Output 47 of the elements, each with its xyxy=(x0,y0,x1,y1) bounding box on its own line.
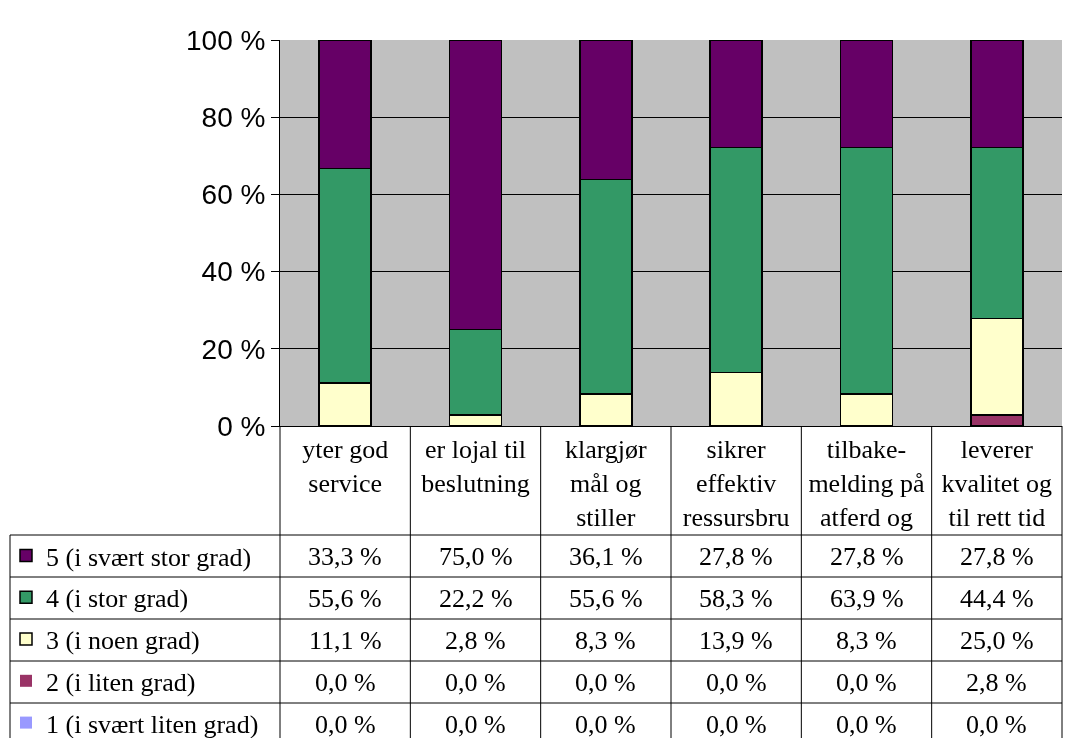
data-label: 0,0 % xyxy=(575,710,636,738)
data-label: 33,3 % xyxy=(308,542,382,571)
legend-label: 5 (i svært stor grad) xyxy=(46,542,252,572)
x-tick-label: er lojal til beslutning xyxy=(421,435,530,498)
data-label: 44,4 % xyxy=(960,584,1034,613)
data-label: 36,1 % xyxy=(569,542,643,571)
data-label: 13,9 % xyxy=(699,626,773,655)
y-tick-label: 80 % xyxy=(201,102,266,133)
data-label: 22,2 % xyxy=(439,584,513,613)
legend-label: 4 (i stor grad) xyxy=(46,584,189,614)
data-label: 0,0 % xyxy=(575,668,636,697)
data-label: 25,0 % xyxy=(960,626,1034,655)
y-tick-label: 100 % xyxy=(185,24,266,56)
data-label: 27,8 % xyxy=(960,542,1034,571)
data-label: 75,0 % xyxy=(439,542,513,571)
data-label: 0,0 % xyxy=(836,710,897,738)
data-label: 0,0 % xyxy=(315,710,376,738)
y-tick-label: 20 % xyxy=(201,333,266,365)
x-tick-label: yter god service xyxy=(302,435,389,498)
data-label: 27,8 % xyxy=(699,542,773,571)
data-label: 0,0 % xyxy=(966,710,1027,738)
data-label: 0,0 % xyxy=(836,668,897,697)
y-tick-label: 60 % xyxy=(201,179,266,211)
y-tick-label: 0 % xyxy=(217,410,266,442)
data-label: 2,8 % xyxy=(966,668,1027,697)
data-label: 0,0 % xyxy=(445,710,506,738)
data-label: 11,1 % xyxy=(309,626,382,655)
data-label: 55,6 % xyxy=(569,584,643,613)
data-label: 58,3 % xyxy=(699,584,773,613)
data-label: 55,6 % xyxy=(308,584,382,613)
y-tick-label: 40 % xyxy=(201,256,266,288)
data-label: 8,3 % xyxy=(575,626,636,655)
data-label: 27,8 % xyxy=(830,542,904,571)
data-label: 0,0 % xyxy=(706,710,767,738)
data-label: 0,0 % xyxy=(706,668,767,697)
x-tick-label: leverer kvalitet og til rett tid xyxy=(941,435,1053,532)
legend-label: 1 (i svært liten grad) xyxy=(46,709,259,738)
legend-label: 2 (i liten grad) xyxy=(46,667,196,697)
x-tick-label: klargjør mål og stiller xyxy=(564,435,648,532)
data-label: 0,0 % xyxy=(445,668,506,697)
legend-label: 3 (i noen grad) xyxy=(46,626,200,656)
data-label: 8,3 % xyxy=(836,626,897,655)
x-tick-label: sikrer effektiv ressursbru xyxy=(682,435,790,532)
data-label: 63,9 % xyxy=(830,584,904,613)
data-label: 0,0 % xyxy=(315,668,376,697)
data-label: 2,8 % xyxy=(445,626,506,655)
x-tick-label: tilbake- melding på atferd og xyxy=(808,435,926,532)
